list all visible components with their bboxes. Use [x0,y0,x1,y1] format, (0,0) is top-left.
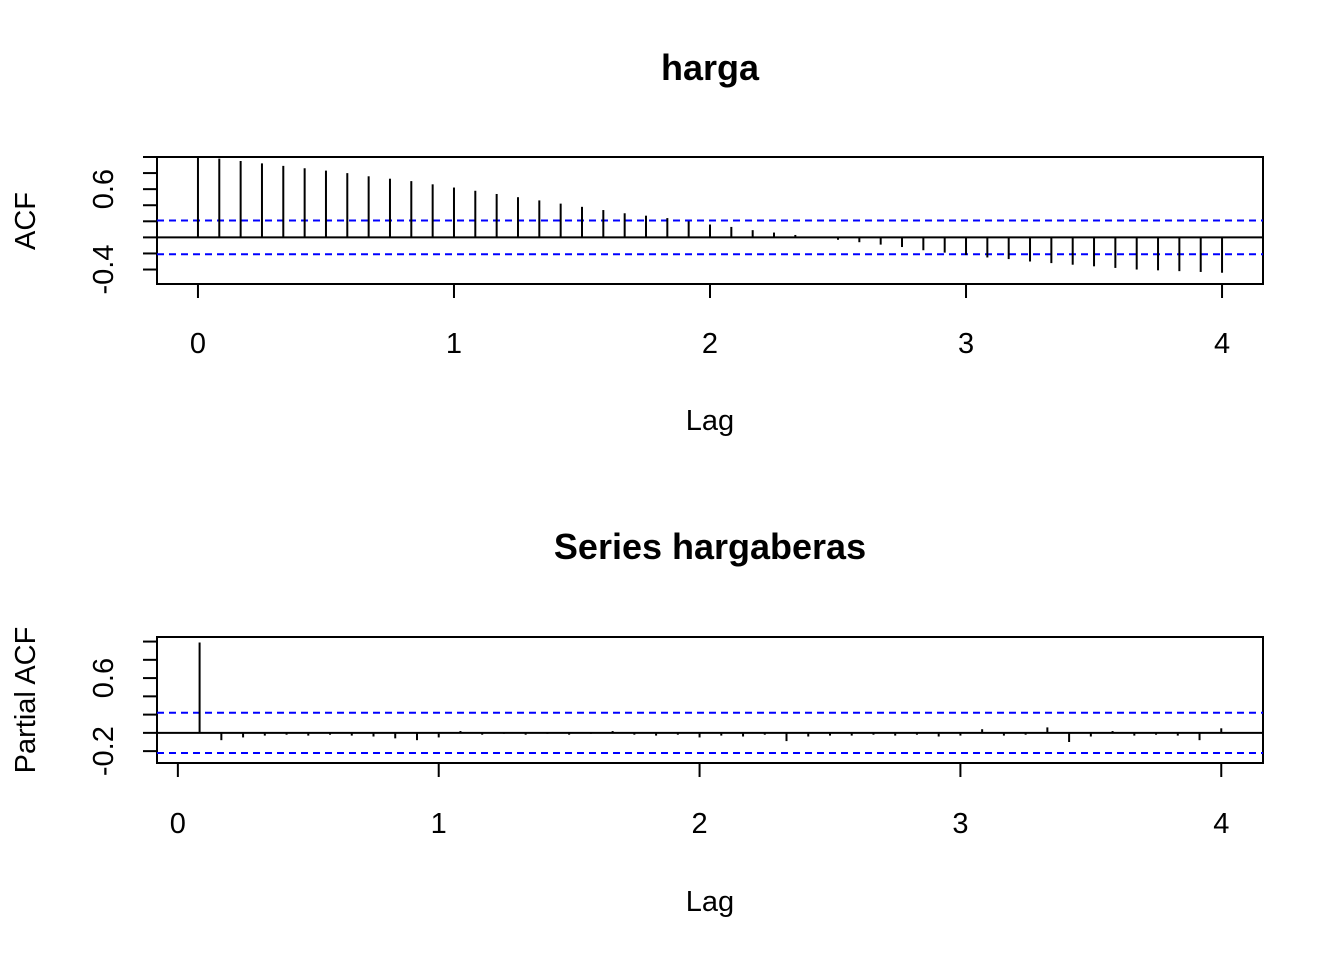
acf-x-tick-label: 2 [702,328,718,360]
acf-panel: harga Lag ACF -0.4 0.6 0 1 2 3 4 [10,47,1264,437]
acf-x-axis: 0 1 2 3 4 [190,283,1230,360]
pacf-panel: Series hargaberas Lag Partial ACF -0.2 0.… [10,526,1264,918]
pacf-chart-title: Series hargaberas [554,526,866,567]
pacf-plot-area: -0.2 0.6 0 1 2 3 4 [88,636,1264,840]
acf-x-tick-label: 0 [190,328,206,360]
pacf-x-tick-label: 0 [170,808,186,840]
pacf-x-tick-label: 2 [691,808,707,840]
acf-x-axis-label: Lag [686,405,734,437]
acf-chart-title: harga [661,47,760,88]
acf-plot-area: -0.4 0.6 0 1 2 3 4 [88,156,1264,360]
pacf-y-axis-label: Partial ACF [10,627,42,774]
pacf-y-axis: -0.2 0.6 [88,640,157,776]
pacf-x-axis: 0 1 2 3 4 [170,762,1229,840]
acf-spikes [196,157,1224,273]
pacf-spikes [198,642,1223,742]
pacf-x-axis-label: Lag [686,886,734,918]
acf-y-tick-label: -0.4 [88,245,120,295]
pacf-x-tick-label: 1 [431,808,447,840]
pacf-y-tick-label: -0.2 [88,726,120,776]
acf-x-tick-label: 3 [958,328,974,360]
pacf-x-tick-label: 3 [952,808,968,840]
acf-y-axis: -0.4 0.6 [88,156,157,295]
pacf-y-tick-label: 0.6 [88,658,120,698]
acf-x-tick-label: 1 [446,328,462,360]
acf-y-tick-label: 0.6 [88,169,120,209]
pacf-x-tick-label: 4 [1213,808,1229,840]
acf-y-axis-label: ACF [10,192,42,250]
acf-x-tick-label: 4 [1214,328,1230,360]
